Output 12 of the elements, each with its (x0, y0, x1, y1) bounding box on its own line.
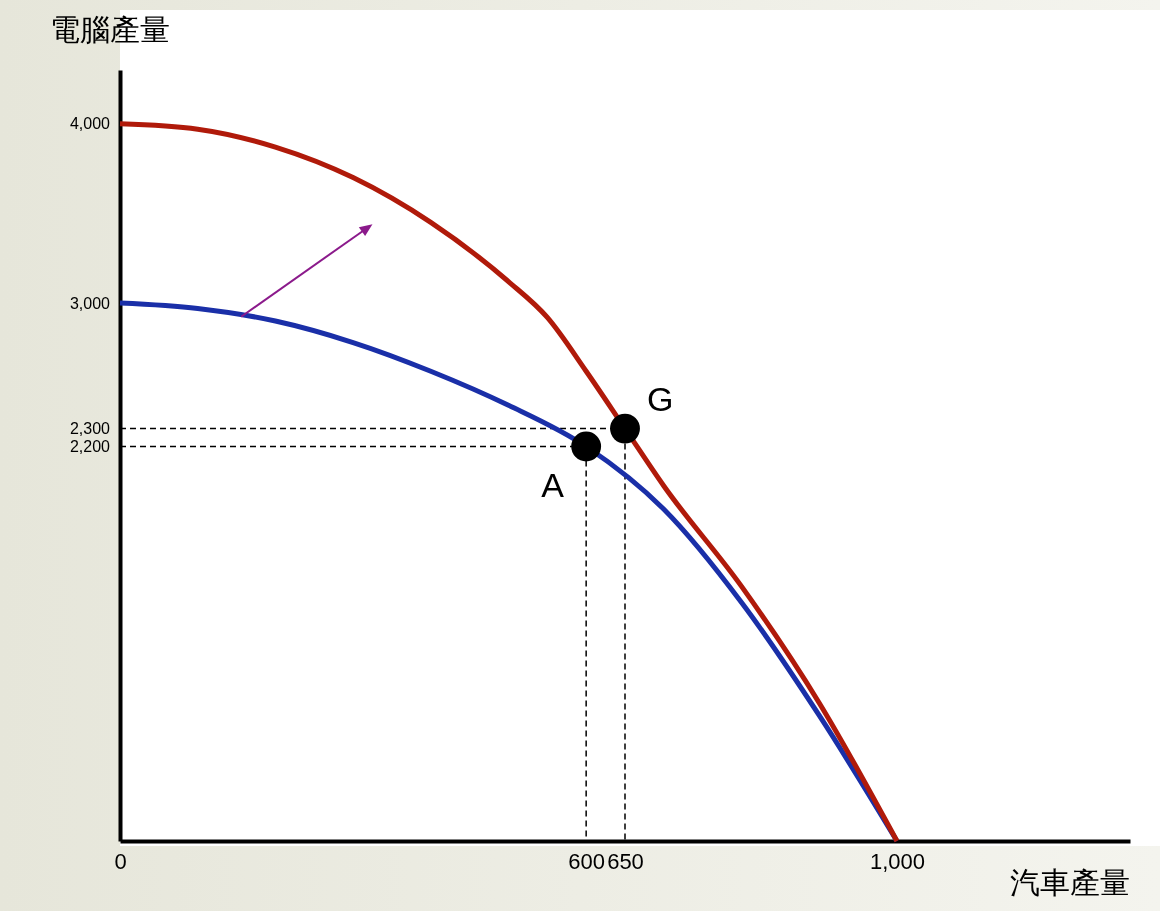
x-tick-label: 600 (568, 848, 606, 874)
y-tick-label: 2,300 (69, 420, 111, 438)
x-axis-title: 汽車產量 (1010, 866, 1130, 899)
y-tick-label: 2,200 (69, 438, 111, 456)
x-tick-label: 1,000 (869, 848, 925, 874)
x-tick-label: 0 (114, 848, 127, 874)
annotation: A (541, 465, 565, 504)
x-tick-label: 650 (607, 848, 644, 874)
y-tick-label: 3,000 (69, 294, 111, 312)
annotation: G (647, 379, 674, 418)
y-axis-title: 電腦產量 (50, 13, 170, 46)
y-tick-label: 4,000 (69, 115, 111, 133)
